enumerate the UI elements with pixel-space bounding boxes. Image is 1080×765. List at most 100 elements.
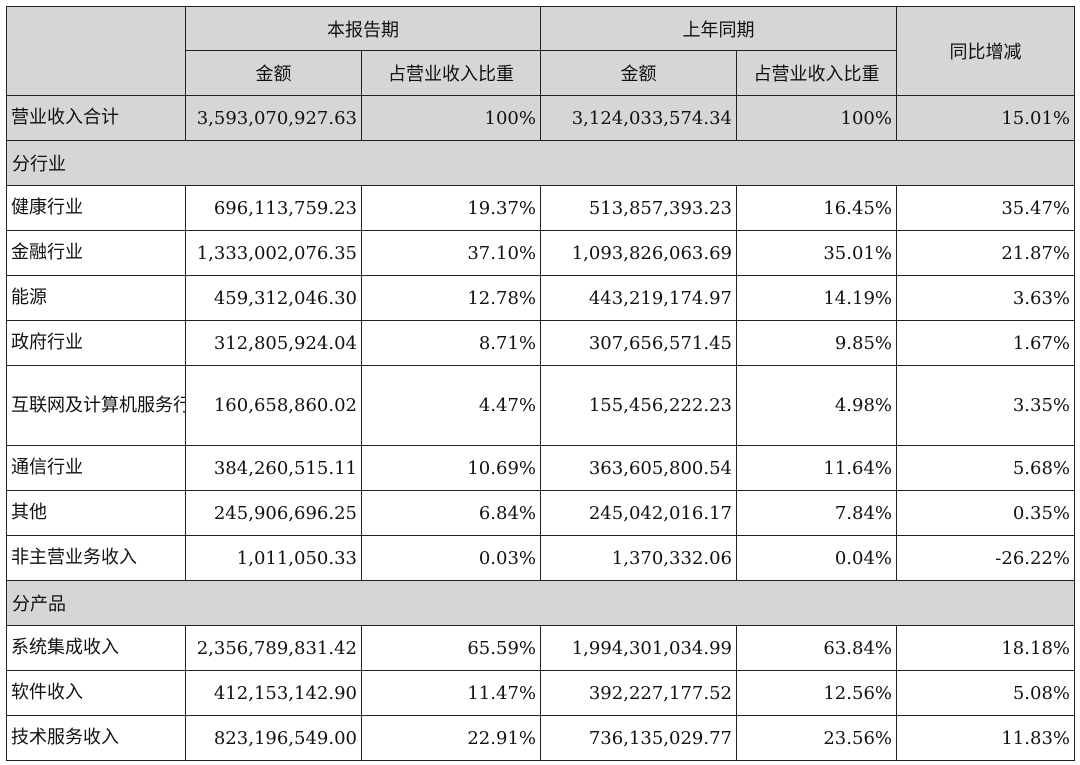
- table-row: 非主营业务收入 1,011,050.33 0.03% 1,370,332.06 …: [6, 535, 1075, 581]
- current-share: 11.47%: [361, 670, 541, 716]
- table-row: 政府行业 312,805,924.04 8.71% 307,656,571.45…: [6, 320, 1075, 366]
- yoy-change: 0.35%: [896, 490, 1075, 536]
- current-amount: 384,260,515.11: [185, 445, 362, 491]
- row-label: 非主营业务收入: [6, 535, 186, 581]
- prior-share: 100%: [736, 95, 897, 141]
- current-share: 4.47%: [361, 365, 541, 446]
- prior-share: 7.84%: [736, 490, 897, 536]
- current-amount: 1,333,002,076.35: [185, 230, 362, 276]
- prior-share: 16.45%: [736, 185, 897, 231]
- prior-share: 0.04%: [736, 535, 897, 581]
- current-amount: 160,658,860.02: [185, 365, 362, 446]
- prior-share: 12.56%: [736, 670, 897, 716]
- row-label: 营业收入合计: [6, 95, 186, 141]
- prior-amount: 363,605,800.54: [540, 445, 737, 491]
- section-title: 分产品: [6, 580, 1075, 626]
- header-current-amount: 金额: [185, 50, 362, 96]
- prior-amount: 245,042,016.17: [540, 490, 737, 536]
- current-share: 8.71%: [361, 320, 541, 366]
- header-corner-cell: [6, 6, 186, 96]
- header-prior-period: 上年同期: [540, 6, 897, 51]
- table-row: 系统集成收入 2,356,789,831.42 65.59% 1,994,301…: [6, 625, 1075, 671]
- section-title: 分行业: [6, 140, 1075, 186]
- current-amount: 412,153,142.90: [185, 670, 362, 716]
- table-row: 通信行业 384,260,515.11 10.69% 363,605,800.5…: [6, 445, 1075, 491]
- yoy-change: 18.18%: [896, 625, 1075, 671]
- current-amount: 2,356,789,831.42: [185, 625, 362, 671]
- header-yoy-change: 同比增减: [896, 6, 1075, 96]
- prior-share: 14.19%: [736, 275, 897, 321]
- table-row: 互联网及计算机服务行业 160,658,860.02 4.47% 155,456…: [6, 365, 1075, 446]
- prior-amount: 1,994,301,034.99: [540, 625, 737, 671]
- yoy-change: 3.35%: [896, 365, 1075, 446]
- header-row-2: 金额 占营业收入比重 金额 占营业收入比重: [7, 50, 1075, 96]
- table-row: 金融行业 1,333,002,076.35 37.10% 1,093,826,0…: [6, 230, 1075, 276]
- prior-amount: 307,656,571.45: [540, 320, 737, 366]
- prior-amount: 1,093,826,063.69: [540, 230, 737, 276]
- row-label: 技术服务收入: [6, 715, 186, 761]
- section-row-product: 分产品: [6, 580, 1075, 626]
- current-share: 6.84%: [361, 490, 541, 536]
- prior-amount: 392,227,177.52: [540, 670, 737, 716]
- prior-share: 4.98%: [736, 365, 897, 446]
- table-header: 本报告期 上年同期 同比增减 金额 占营业收入比重 金额 占营业收入比重: [6, 6, 1075, 96]
- table-row: 能源 459,312,046.30 12.78% 443,219,174.97 …: [6, 275, 1075, 321]
- current-amount: 1,011,050.33: [185, 535, 362, 581]
- current-share: 12.78%: [361, 275, 541, 321]
- table-body: 营业收入合计 3,593,070,927.63 100% 3,124,033,5…: [6, 95, 1075, 761]
- row-label: 健康行业: [6, 185, 186, 231]
- row-label: 其他: [6, 490, 186, 536]
- prior-share: 11.64%: [736, 445, 897, 491]
- prior-amount: 736,135,029.77: [540, 715, 737, 761]
- row-label: 政府行业: [6, 320, 186, 366]
- table-row: 软件收入 412,153,142.90 11.47% 392,227,177.5…: [6, 670, 1075, 716]
- current-amount: 823,196,549.00: [185, 715, 362, 761]
- row-label: 互联网及计算机服务行业: [6, 365, 186, 446]
- yoy-change: -26.22%: [896, 535, 1075, 581]
- total-row: 营业收入合计 3,593,070,927.63 100% 3,124,033,5…: [6, 95, 1075, 141]
- yoy-change: 35.47%: [896, 185, 1075, 231]
- table-row: 技术服务收入 823,196,549.00 22.91% 736,135,029…: [6, 715, 1075, 761]
- prior-amount: 443,219,174.97: [540, 275, 737, 321]
- table-row: 健康行业 696,113,759.23 19.37% 513,857,393.2…: [6, 185, 1075, 231]
- current-amount: 696,113,759.23: [185, 185, 362, 231]
- header-current-share: 占营业收入比重: [361, 50, 541, 96]
- yoy-change: 21.87%: [896, 230, 1075, 276]
- prior-amount: 3,124,033,574.34: [540, 95, 737, 141]
- current-amount: 245,906,696.25: [185, 490, 362, 536]
- prior-share: 9.85%: [736, 320, 897, 366]
- prior-share: 35.01%: [736, 230, 897, 276]
- prior-amount: 155,456,222.23: [540, 365, 737, 446]
- section-row-industry: 分行业: [6, 140, 1075, 186]
- revenue-breakdown-table: 本报告期 上年同期 同比增减 金额 占营业收入比重 金额 占营业收入比重 营业收…: [6, 6, 1075, 761]
- current-amount: 459,312,046.30: [185, 275, 362, 321]
- yoy-change: 3.63%: [896, 275, 1075, 321]
- current-share: 22.91%: [361, 715, 541, 761]
- current-share: 37.10%: [361, 230, 541, 276]
- row-label: 能源: [6, 275, 186, 321]
- current-share: 100%: [361, 95, 541, 141]
- yoy-change: 1.67%: [896, 320, 1075, 366]
- yoy-change: 11.83%: [896, 715, 1075, 761]
- current-share: 0.03%: [361, 535, 541, 581]
- header-prior-share: 占营业收入比重: [736, 50, 897, 96]
- row-label: 通信行业: [6, 445, 186, 491]
- yoy-change: 5.08%: [896, 670, 1075, 716]
- row-label: 软件收入: [6, 670, 186, 716]
- header-row-1: 本报告期 上年同期 同比增减: [6, 6, 1075, 96]
- current-amount: 312,805,924.04: [185, 320, 362, 366]
- yoy-change: 5.68%: [896, 445, 1075, 491]
- row-label: 金融行业: [6, 230, 186, 276]
- yoy-change: 15.01%: [896, 95, 1075, 141]
- table-row: 其他 245,906,696.25 6.84% 245,042,016.17 7…: [6, 490, 1075, 536]
- header-prior-amount: 金额: [540, 50, 737, 96]
- current-share: 19.37%: [361, 185, 541, 231]
- row-label: 系统集成收入: [6, 625, 186, 671]
- prior-share: 63.84%: [736, 625, 897, 671]
- prior-amount: 513,857,393.23: [540, 185, 737, 231]
- header-current-period: 本报告期: [185, 6, 541, 51]
- current-share: 10.69%: [361, 445, 541, 491]
- current-amount: 3,593,070,927.63: [185, 95, 362, 141]
- prior-share: 23.56%: [736, 715, 897, 761]
- current-share: 65.59%: [361, 625, 541, 671]
